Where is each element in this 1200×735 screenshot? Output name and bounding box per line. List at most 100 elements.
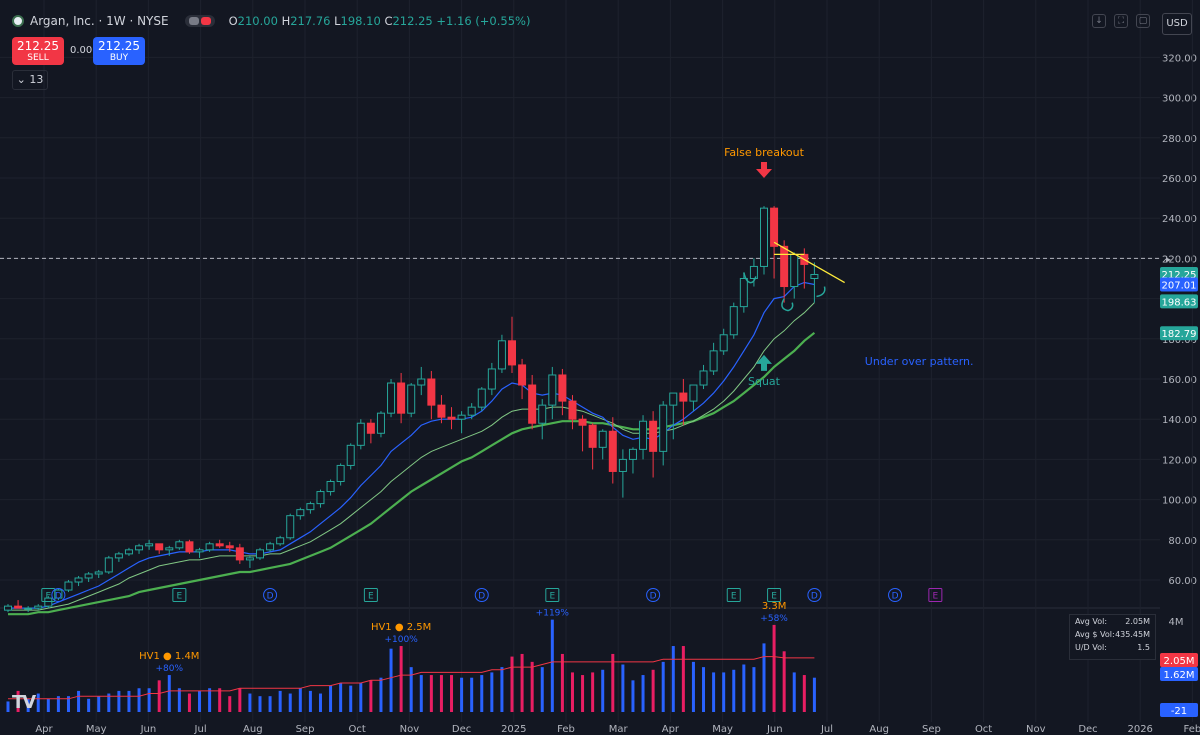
- volume-bar[interactable]: [399, 646, 403, 712]
- candle[interactable]: [467, 406, 476, 416]
- volume-bar[interactable]: [147, 688, 151, 712]
- volume-bar[interactable]: [268, 696, 272, 712]
- volume-bar[interactable]: [550, 619, 554, 712]
- volume-bar[interactable]: [782, 651, 786, 712]
- volume-bar[interactable]: [772, 624, 776, 712]
- symbol-title[interactable]: Argan, Inc. · 1W · NYSE: [30, 14, 169, 28]
- volume-bar[interactable]: [218, 688, 222, 712]
- volume-bar[interactable]: [480, 675, 484, 712]
- volume-bar[interactable]: [36, 693, 40, 712]
- candle[interactable]: [709, 350, 718, 372]
- volume-bar[interactable]: [87, 698, 91, 712]
- visibility-toggle[interactable]: [184, 15, 215, 27]
- candle[interactable]: [538, 404, 547, 424]
- volume-bar[interactable]: [439, 675, 443, 712]
- volume-bar[interactable]: [742, 664, 746, 713]
- candle[interactable]: [346, 444, 355, 466]
- volume-bar[interactable]: [6, 701, 10, 712]
- volume-bar[interactable]: [581, 675, 585, 712]
- volume-bar[interactable]: [691, 661, 695, 712]
- volume-bar[interactable]: [288, 693, 292, 712]
- volume-bar[interactable]: [127, 690, 131, 712]
- candle[interactable]: [84, 573, 93, 579]
- volume-bar[interactable]: [591, 672, 595, 712]
- volume-bar[interactable]: [460, 677, 464, 712]
- candle[interactable]: [124, 549, 133, 555]
- volume-bar[interactable]: [752, 667, 756, 712]
- volume-bar[interactable]: [429, 675, 433, 712]
- volume-bar[interactable]: [298, 688, 302, 712]
- candle[interactable]: [205, 543, 214, 551]
- volume-bar[interactable]: [520, 653, 524, 712]
- candle[interactable]: [215, 543, 224, 547]
- candle[interactable]: [487, 368, 496, 390]
- candle[interactable]: [508, 340, 516, 366]
- volume-bar[interactable]: [117, 690, 121, 712]
- volume-bar[interactable]: [177, 688, 181, 712]
- indicators-collapse-button[interactable]: ⌄ 13: [12, 70, 48, 90]
- candle[interactable]: [336, 464, 345, 483]
- volume-bar[interactable]: [560, 653, 564, 712]
- candle[interactable]: [780, 245, 789, 288]
- candle[interactable]: [608, 430, 617, 472]
- volume-bar[interactable]: [812, 677, 816, 712]
- candle[interactable]: [155, 543, 164, 551]
- volume-bar[interactable]: [641, 675, 645, 712]
- candle[interactable]: [447, 416, 456, 420]
- candle[interactable]: [749, 265, 758, 280]
- volume-bar[interactable]: [238, 688, 242, 712]
- candle[interactable]: [649, 420, 658, 452]
- volume-bar[interactable]: [732, 669, 736, 712]
- volume-bar[interactable]: [46, 698, 50, 712]
- earnings-marker-icon[interactable]: [545, 588, 560, 602]
- volume-bar[interactable]: [601, 669, 605, 712]
- candle[interactable]: [185, 541, 194, 553]
- volume-bar[interactable]: [167, 675, 171, 712]
- volume-bar[interactable]: [389, 648, 393, 712]
- candle[interactable]: [548, 374, 557, 406]
- candle[interactable]: [165, 547, 174, 551]
- volume-bar[interactable]: [308, 690, 312, 712]
- candle[interactable]: [568, 400, 577, 420]
- candle[interactable]: [316, 491, 325, 505]
- dividend-marker-icon[interactable]: [263, 588, 278, 602]
- candle[interactable]: [578, 418, 587, 426]
- dividend-marker-icon[interactable]: [646, 588, 661, 602]
- candle[interactable]: [326, 481, 335, 493]
- volume-bar[interactable]: [722, 672, 726, 712]
- volume-bar[interactable]: [349, 685, 353, 712]
- volume-bar[interactable]: [671, 646, 675, 712]
- download-icon[interactable]: ↓: [1092, 14, 1106, 28]
- volume-bar[interactable]: [802, 675, 806, 712]
- volume-bar[interactable]: [621, 664, 625, 713]
- candle[interactable]: [376, 412, 385, 434]
- candle[interactable]: [306, 503, 315, 511]
- candle[interactable]: [628, 448, 637, 460]
- candle[interactable]: [558, 374, 567, 402]
- volume-bar[interactable]: [137, 688, 141, 712]
- earnings-marker-icon[interactable]: [41, 588, 56, 602]
- candle[interactable]: [437, 404, 446, 418]
- volume-bar[interactable]: [419, 675, 423, 712]
- candle[interactable]: [104, 557, 113, 573]
- candle[interactable]: [276, 537, 285, 545]
- candle[interactable]: [528, 384, 537, 424]
- candle[interactable]: [689, 384, 698, 402]
- candle[interactable]: [407, 384, 416, 414]
- candle[interactable]: [729, 306, 738, 336]
- dividend-marker-icon[interactable]: [807, 588, 822, 602]
- fullscreen-icon[interactable]: ⛶: [1114, 14, 1128, 28]
- dividend-marker-icon[interactable]: [474, 588, 489, 602]
- volume-bar[interactable]: [318, 693, 322, 712]
- candle[interactable]: [719, 334, 728, 352]
- candle[interactable]: [24, 607, 33, 610]
- candle[interactable]: [598, 430, 607, 448]
- candle[interactable]: [417, 378, 426, 386]
- volume-bar[interactable]: [157, 680, 161, 712]
- candle[interactable]: [296, 509, 305, 517]
- volume-bar[interactable]: [681, 646, 685, 712]
- candle[interactable]: [74, 577, 83, 583]
- candle[interactable]: [588, 424, 597, 448]
- volume-bar[interactable]: [77, 690, 81, 712]
- volume-bar[interactable]: [107, 693, 111, 712]
